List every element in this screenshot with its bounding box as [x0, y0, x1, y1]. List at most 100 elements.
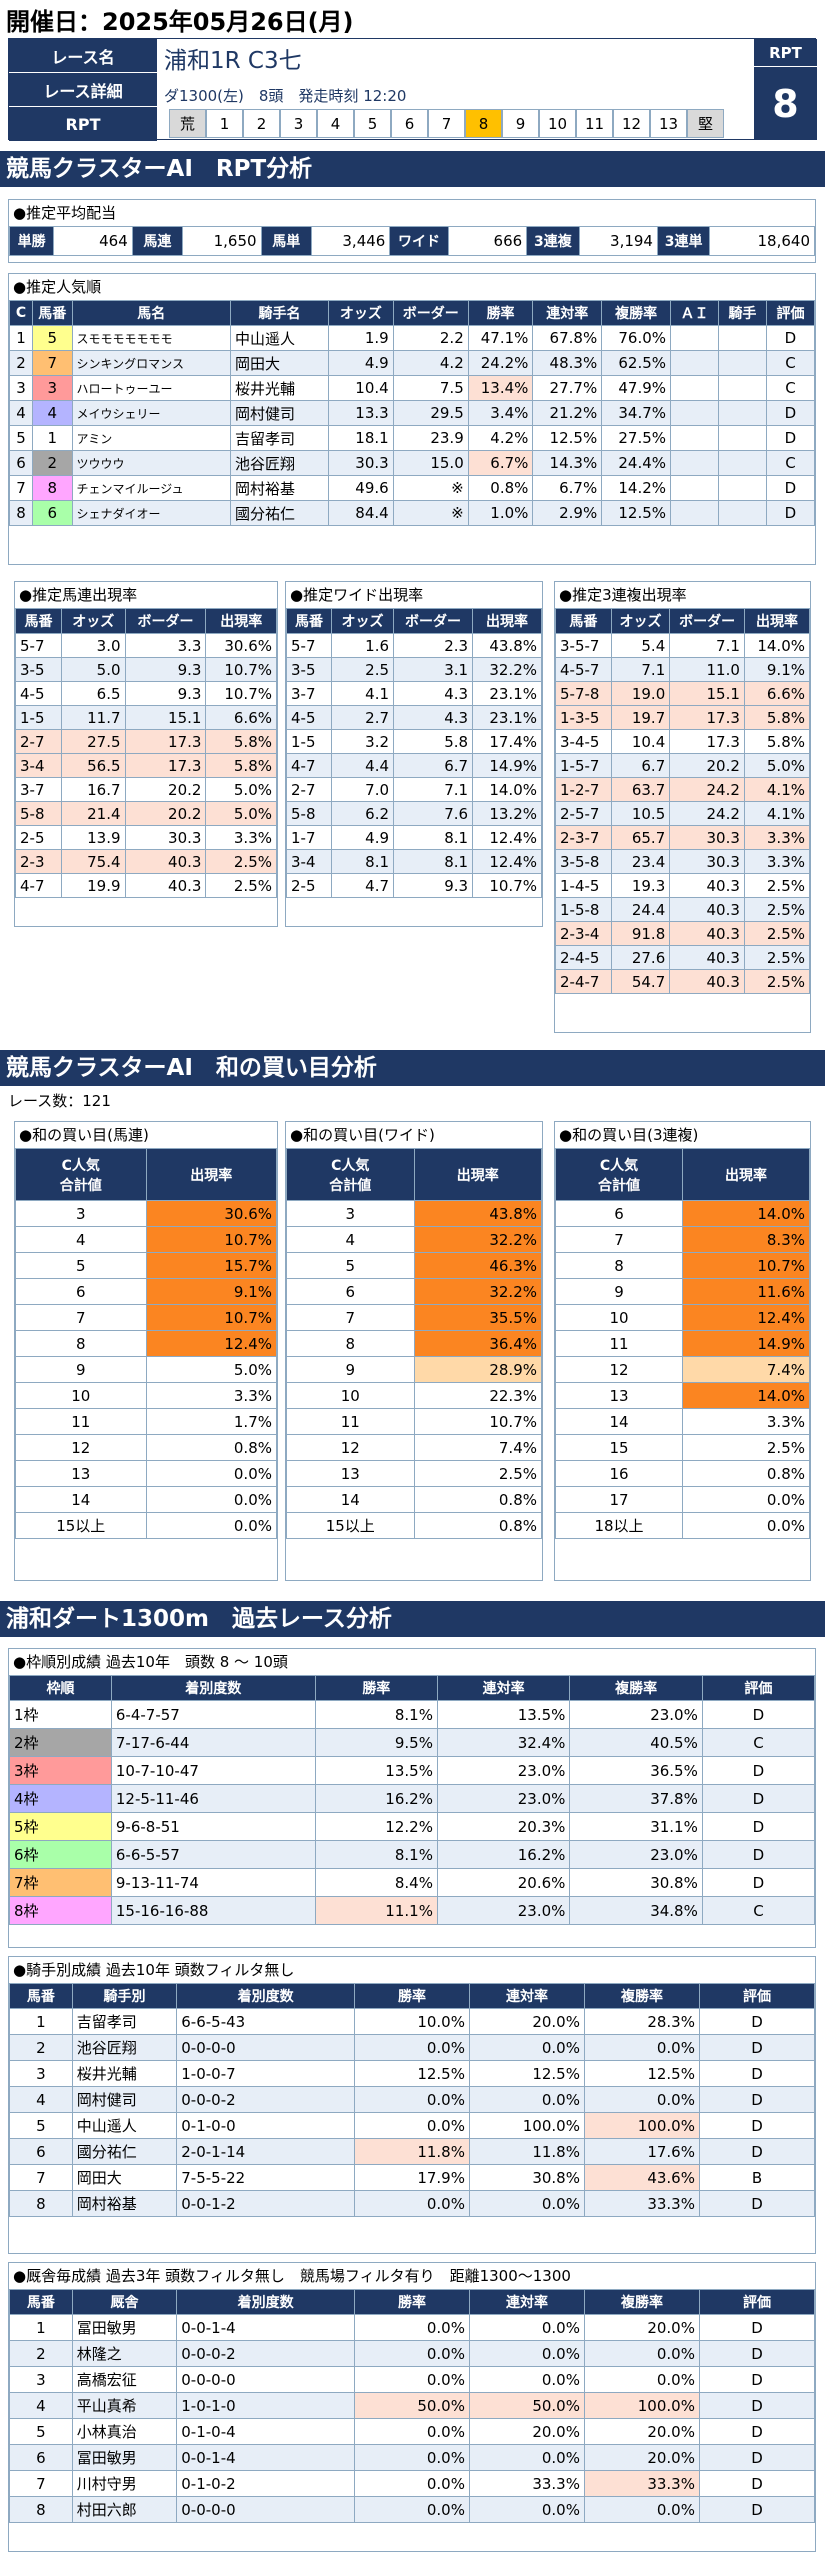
table-header: ボーダー — [393, 608, 474, 634]
table-cell: 11 — [15, 1408, 147, 1435]
table-header: 複勝率 — [569, 1675, 703, 1701]
table-cell: 0.8% — [682, 1460, 810, 1487]
table-cell: 20.3% — [436, 1812, 571, 1841]
table-cell: 84.4 — [328, 500, 394, 526]
payout-table: 単勝 464 馬連 1,650 馬単 3,446 ワイド 666 3連複 3,194 3連単 18,6… — [8, 226, 815, 256]
table-row: 1 吉留孝司 6-6-5-43 10.0% 20.0% 28.3% D — [9, 2008, 816, 2035]
table-row: 8枠 15-16-16-88 11.1% 23.0% 34.8% C — [9, 1896, 816, 1925]
table-cell: 0.0% — [353, 2470, 470, 2497]
table-cell — [717, 350, 767, 376]
section-past-title: 浦和ダート1300m 過去レース分析 — [0, 1601, 825, 1637]
table-row: 2 林隆之 0-0-0-2 0.0% 0.0% 0.0% D — [9, 2340, 816, 2367]
table-cell: 43.8% — [413, 1200, 542, 1227]
table-cell: 27.6 — [610, 945, 671, 970]
table-cell: D — [698, 2060, 816, 2087]
table-cell: 2.9% — [532, 500, 603, 526]
table-cell: 20.2 — [669, 753, 745, 778]
table-cell: D — [698, 2392, 816, 2419]
table-row: 5 1 アミン 吉留孝司 18.1 23.9 4.2% 12.5% 27.5% D — [9, 425, 816, 451]
table-row: 14 0.0% — [15, 1486, 277, 1513]
table-cell: 5 — [286, 1252, 415, 1279]
table-cell: 4.3 — [393, 705, 474, 730]
table-cell: 8.1% — [314, 1840, 438, 1869]
table-row: 3-4 56.5 17.3 5.8% — [14, 753, 277, 778]
table-header-row: 馬番 オッズ ボーダー 出現率 — [555, 608, 811, 634]
table-row: 16 0.8% — [555, 1460, 810, 1487]
table-cell: 0.0% — [145, 1486, 277, 1513]
payout-row: 単勝 464 馬連 1,650 馬単 3,446 ワイド 666 3連複 3,194 3連単 18,6… — [8, 226, 815, 256]
payout-label: 馬連 — [131, 226, 184, 256]
table-cell: 2枠 — [9, 1728, 112, 1757]
table-cell: 岡田大 — [71, 2164, 178, 2191]
table-cell: 20.2 — [124, 777, 207, 802]
table-cell: D — [701, 1840, 816, 1869]
table-row: 5 中山遥人 0-1-0-0 0.0% 100.0% 100.0% D — [9, 2112, 816, 2139]
table-cell: 1-4-5 — [555, 873, 612, 898]
table-row: 5-7 1.6 2.3 43.8% — [286, 633, 542, 658]
jockey-caption: ●騎手別成績 過去10年 頭数フィルタ無し — [13, 1961, 295, 1979]
table-row: 4-5 2.7 4.3 23.1% — [286, 705, 542, 730]
umaren-panel: ●推定馬連出現率 馬番 オッズ ボーダー 出現率 5-7 3.0 3.3 30.6% 3-5 5.… — [14, 581, 278, 927]
table-cell: 5 — [9, 425, 33, 451]
table-cell — [717, 425, 767, 451]
table-cell: 33.3% — [583, 2470, 700, 2497]
table-cell: 8.1 — [330, 849, 395, 874]
rpt-scale-cell: 荒 — [169, 109, 206, 138]
table-cell: 4.1% — [743, 777, 811, 802]
table-cell: 10 — [555, 1304, 683, 1331]
table-row: 13 0.0% — [15, 1460, 277, 1487]
table-cell: 9.3 — [124, 681, 207, 706]
table-cell: 10.0% — [353, 2008, 470, 2035]
payout-label: 単勝 — [8, 226, 55, 256]
table-row: 2-3-4 91.8 40.3 2.5% — [555, 921, 811, 946]
table-row: 12 7.4% — [555, 1356, 810, 1383]
table-cell: 5 — [9, 2112, 73, 2139]
table-cell: 4.4 — [330, 753, 395, 778]
table-cell: 2.7 — [330, 705, 395, 730]
wa-umaren-caption: ●和の買い目(馬連) — [19, 1126, 149, 1144]
table-cell: 3-5 — [14, 657, 63, 682]
table-cell: D — [698, 2190, 816, 2217]
table-row: 2 7 シンキングロマンス 岡田大 4.9 4.2 24.2% 48.3% 62.5% C — [9, 350, 816, 376]
table-cell: 20.0% — [468, 2418, 585, 2445]
table-cell: 0.0% — [583, 2340, 700, 2367]
table-header: 出現率 — [743, 608, 811, 634]
table-cell: 7 — [555, 1226, 683, 1253]
table-cell: 冨田敏男 — [71, 2314, 178, 2341]
table-row: 4-7 19.9 40.3 2.5% — [14, 873, 277, 898]
table-row: 5-8 6.2 7.6 13.2% — [286, 801, 542, 826]
table-cell: 11 — [286, 1408, 415, 1435]
table-cell: 7 — [31, 350, 73, 376]
table-cell: 33.3% — [583, 2190, 700, 2217]
table-cell: 14.3% — [532, 450, 603, 476]
rpt-scale: 荒 1 2 3 4 5 6 7 8 9 10 11 12 13 堅 — [169, 109, 724, 138]
rpt-scale-cell: 11 — [576, 109, 613, 138]
table-header-row: 枠順 着別度数 勝率 連対率 複勝率 評価 — [9, 1675, 816, 1701]
table-header: 着別度数 — [176, 2289, 355, 2315]
table-cell: 9 — [15, 1356, 147, 1383]
table-cell: 7-5-5-22 — [176, 2164, 355, 2191]
table-cell: 3.3% — [743, 825, 811, 850]
table-cell: 4 — [286, 1226, 415, 1253]
popularity-table: C 馬番 馬名 騎手名 オッズ ボーダー 勝率 連対率 複勝率 ＡＩ 騎手 評価 1 5 スモモモモモモモ中… — [9, 300, 816, 526]
table-cell: 0.0% — [468, 2086, 585, 2113]
table-header: 複勝率 — [583, 1983, 700, 2009]
table-row: 6 32.2% — [286, 1278, 542, 1305]
waku-table: 枠順 着別度数 勝率 連対率 複勝率 評価 1枠 6-4-7-57 8.1% 13.5% 23.0%… — [9, 1675, 816, 1925]
table-cell: 0-1-0-2 — [176, 2470, 355, 2497]
table-row: 15以上 0.0% — [15, 1512, 277, 1539]
table-row: 1 冨田敏男 0-0-1-4 0.0% 0.0% 20.0% D — [9, 2314, 816, 2341]
table-cell: 0.0% — [353, 2190, 470, 2217]
table-cell: 冨田敏男 — [71, 2444, 178, 2471]
table-cell: 7 — [286, 1304, 415, 1331]
table-cell: 12.4% — [472, 849, 542, 874]
table-cell: 8 — [9, 500, 33, 526]
table-cell: 49.6 — [328, 475, 394, 501]
table-row: 7 10.7% — [15, 1304, 277, 1331]
table-cell: 20.0% — [583, 2444, 700, 2471]
table-cell: D — [698, 2340, 816, 2367]
table-cell: 7.4% — [682, 1356, 810, 1383]
table-cell: 2-0-1-14 — [176, 2138, 355, 2165]
table-cell: C — [765, 375, 816, 401]
wa-trio-caption: ●和の買い目(3連複) — [559, 1126, 699, 1144]
